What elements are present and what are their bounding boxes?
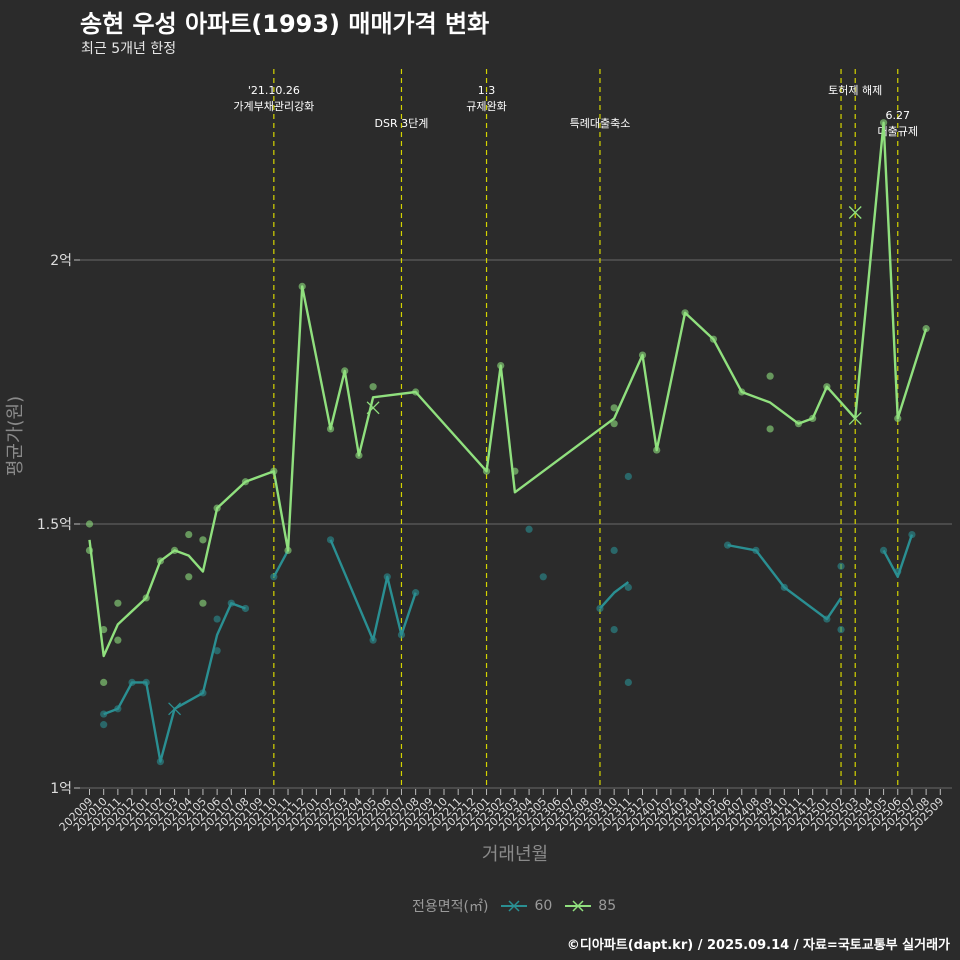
event-label: 규제완화 (466, 100, 506, 113)
data-point-60 (539, 573, 547, 581)
series-line-60 (103, 602, 246, 763)
data-point-60 (213, 647, 221, 655)
data-point-85 (610, 420, 618, 428)
y-tick-label: 1억 (50, 781, 72, 797)
cross-stroke (848, 411, 862, 425)
data-point-85 (199, 536, 207, 544)
legend-label-60: 60 (534, 898, 553, 914)
data-point-60 (525, 525, 533, 533)
data-point-85 (199, 599, 207, 607)
legend-key-60-icon (501, 900, 528, 912)
data-point-60 (610, 546, 618, 555)
data-point-60 (624, 472, 632, 481)
series-line-60 (727, 543, 843, 621)
series-line-60 (599, 581, 630, 610)
cross-point-85 (366, 401, 380, 415)
event-label: 6.27 (886, 109, 911, 122)
data-point-85 (369, 383, 377, 391)
data-point-60 (213, 615, 221, 623)
cross-stroke (168, 702, 182, 716)
y-tick-label: 1.5억 (37, 517, 72, 533)
legend: 전용면적(㎡) 60 85 (412, 896, 616, 916)
series-line-60 (329, 539, 417, 642)
data-point-85 (766, 425, 774, 433)
series-line-60 (272, 549, 290, 578)
data-point-85 (100, 678, 108, 687)
data-point-60 (100, 721, 108, 729)
event-label: 대출규제 (878, 125, 918, 138)
series-line-60 (882, 534, 914, 578)
legend-key-85-icon (565, 900, 592, 912)
data-point-85 (185, 530, 193, 539)
event-label: 가계부채관리강화 (233, 100, 314, 113)
event-label: DSR 3단계 (375, 117, 429, 130)
data-point-85 (85, 520, 94, 528)
data-point-85 (610, 404, 618, 412)
data-point-60 (624, 678, 632, 687)
data-point-85 (185, 573, 193, 581)
data-point-85 (114, 636, 122, 644)
series-line-85 (88, 121, 928, 658)
legend-item-85: 85 (564, 898, 616, 914)
chart-title: 송현 우성 아파트(1993) 매매가격 변화 (80, 10, 490, 38)
event-label: '21.10.26 (248, 84, 300, 97)
cross-stroke (848, 206, 862, 219)
data-point-60 (837, 562, 845, 570)
chart-subtitle: 최근 5개년 한정 (81, 41, 177, 57)
cross-stroke (366, 401, 380, 415)
legend-title: 전용면적(㎡) (412, 899, 489, 915)
data-point-85 (114, 599, 122, 607)
data-point-60 (837, 626, 845, 634)
legend-item-60: 60 (500, 898, 552, 914)
data-point-60 (624, 583, 632, 591)
event-label: 특례대출축소 (570, 117, 631, 130)
cross-point-85 (848, 206, 862, 219)
cross-point-85 (848, 411, 862, 425)
legend-label-85: 85 (598, 898, 617, 914)
cross-point-60 (168, 702, 182, 716)
event-label: 토허제 해제 (828, 83, 882, 97)
source-caption: ©디아파트(dapt.kr) / 2025.09.14 / 자료=국토교통부 실… (566, 938, 950, 953)
data-point-60 (610, 626, 618, 634)
event-label: 1.3 (478, 84, 496, 97)
y-tick-label: 2억 (50, 253, 72, 269)
x-axis-title: 거래년월 (482, 844, 548, 865)
data-point-85 (766, 372, 774, 380)
y-axis-title: 평균가(원) (5, 396, 26, 476)
